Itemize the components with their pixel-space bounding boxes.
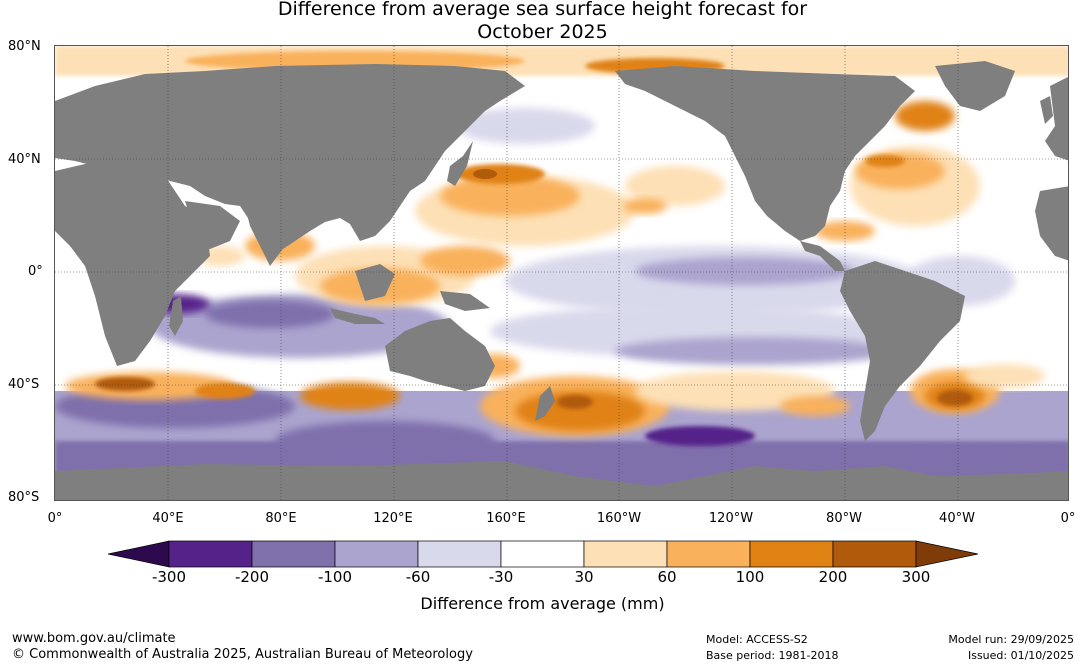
colorbar-segment-1 (168, 540, 253, 568)
footer-base-period: Base period: 1981-2018 (706, 649, 839, 662)
western-europe (1045, 77, 1068, 161)
japan (447, 141, 473, 186)
colorbar-left-arrow (108, 540, 170, 568)
eurasia (55, 64, 525, 258)
footer-model: Model: ACCESS-S2 (706, 633, 808, 646)
central-america (800, 241, 845, 271)
colorbar-tick-60: 60 (657, 568, 677, 586)
colorbar-tick-minus-200: -200 (234, 568, 270, 586)
lon-label-40w: 40°W (939, 511, 975, 526)
antarctica (55, 461, 1068, 500)
africa (55, 161, 210, 366)
colorbar-tick-300: 300 (901, 568, 931, 586)
borneo (355, 264, 395, 301)
colorbar-segment-6 (583, 540, 668, 568)
south-america (840, 261, 965, 441)
colorbar-segment-3 (334, 540, 419, 568)
colorbar-segment-2 (251, 540, 336, 568)
lon-label-160w: 160°W (596, 511, 642, 526)
positive-anomaly-field (55, 46, 1068, 436)
colorbar-tick-minus-300: -300 (151, 568, 187, 586)
lat-label-80s: 80°S (8, 490, 40, 505)
colorbar-right-arrow (915, 540, 978, 568)
british-isles (1040, 96, 1053, 124)
west-africa (1035, 186, 1068, 261)
negative-anomaly-field (55, 51, 1068, 500)
colorbar-segment-5 (500, 540, 585, 568)
lat-label-equator: 0° (28, 264, 43, 279)
colorbar-tick-minus-30: -30 (488, 568, 514, 586)
india (245, 206, 295, 266)
footer-copyright: © Commonwealth of Australia 2025, Austra… (12, 647, 473, 662)
colorbar-segment-7 (666, 540, 751, 568)
colorbar-tick-30: 30 (574, 568, 594, 586)
title-line-1: Difference from average sea surface heig… (277, 0, 808, 20)
java (330, 308, 385, 324)
colorbar-segment-4 (417, 540, 502, 568)
new-guinea (440, 291, 490, 311)
footer-website: www.bom.gov.au/climate (12, 631, 176, 646)
sea-surface-height-map (54, 45, 1069, 501)
colorbar-tick-minus-100: -100 (317, 568, 353, 586)
lon-label-120w: 120°W (708, 511, 754, 526)
colorbar-tick-minus-60: -60 (405, 568, 431, 586)
graticule (55, 46, 1068, 500)
title-line-2: October 2025 (477, 21, 608, 43)
lat-label-40n: 40°N (8, 152, 41, 167)
new-zealand (535, 386, 555, 421)
australia (385, 318, 495, 391)
chart-title: Difference from average sea surface heig… (0, 0, 1085, 44)
lon-label-120e: 120°E (373, 511, 413, 526)
lon-label-0-right: 0° (1060, 511, 1076, 526)
madagascar (169, 296, 183, 336)
lat-label-40s: 40°S (8, 377, 40, 392)
lon-label-80w: 80°W (826, 511, 862, 526)
north-america (615, 66, 915, 241)
lat-label-80n: 80°N (8, 39, 41, 54)
colorbar-tick-200: 200 (818, 568, 848, 586)
colorbar-segment-9 (832, 540, 917, 568)
greenland (935, 61, 1015, 111)
footer-issued: Issued: 01/10/2025 (967, 649, 1074, 662)
lon-label-160e: 160°E (486, 511, 526, 526)
lon-label-80e: 80°E (265, 511, 297, 526)
colorbar-segment-8 (749, 540, 834, 568)
land-masses (55, 61, 1068, 500)
colorbar-tick-100: 100 (735, 568, 765, 586)
footer-model-run: Model run: 29/09/2025 (948, 633, 1074, 646)
lon-label-0: 0° (47, 511, 63, 526)
colorbar (108, 540, 978, 568)
arabian-peninsula (185, 201, 240, 251)
colorbar-title: Difference from average (mm) (420, 594, 665, 613)
lon-label-40e: 40°E (152, 511, 184, 526)
